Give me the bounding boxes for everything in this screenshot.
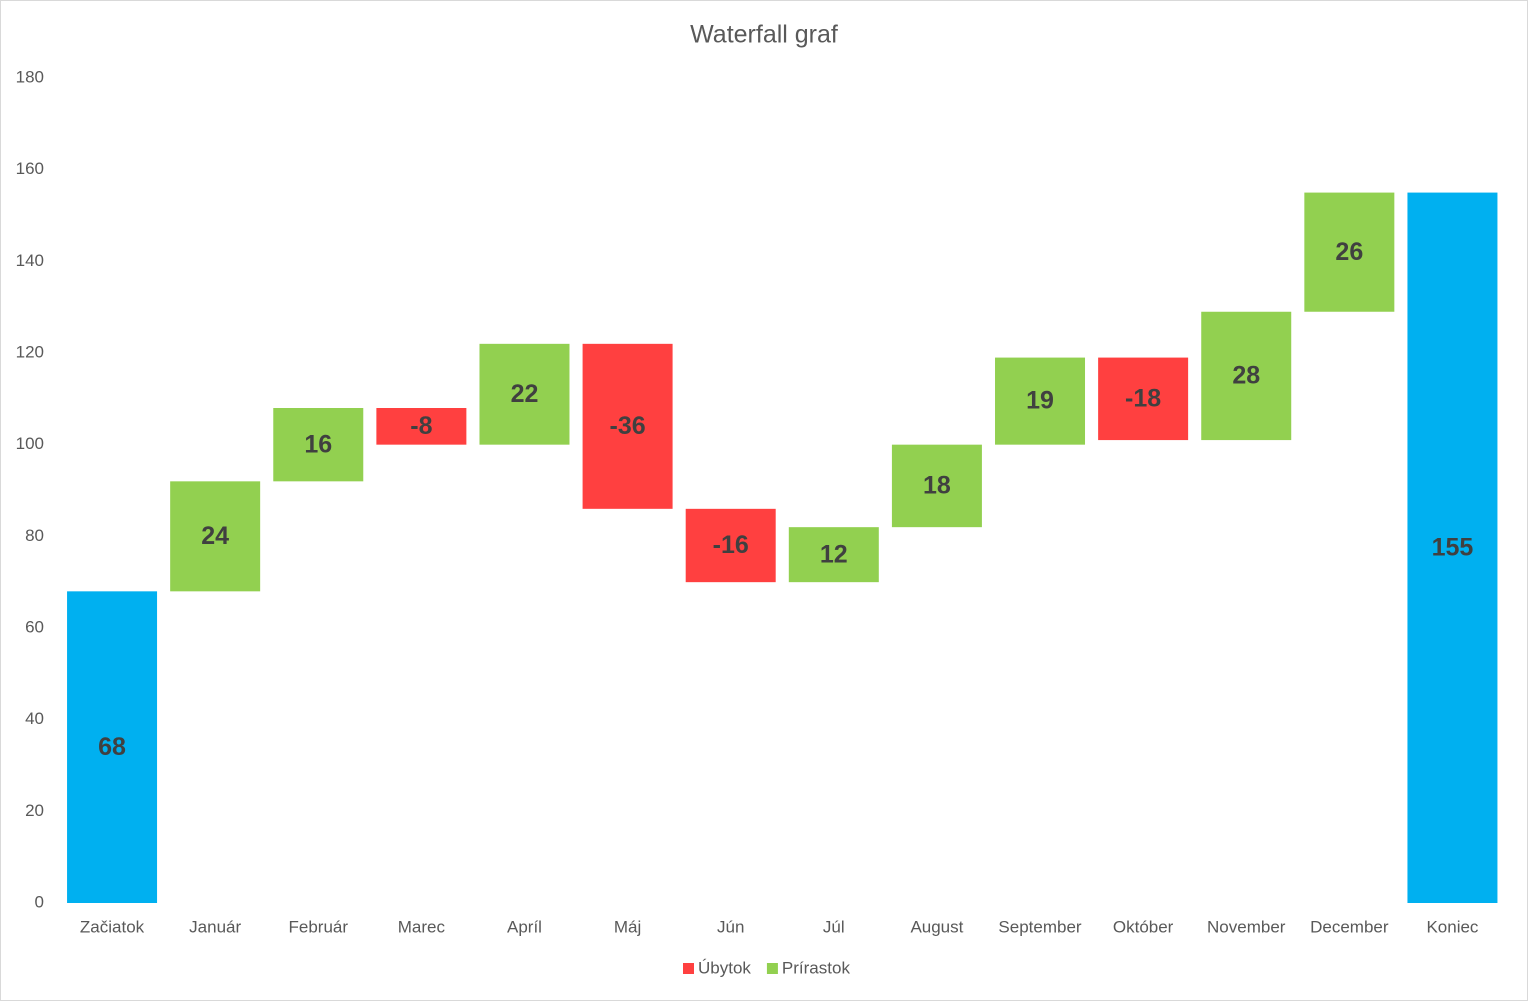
bar (995, 357, 1086, 445)
data-label: 22 (511, 380, 539, 408)
bar (479, 343, 570, 445)
bar (67, 591, 158, 903)
bar (685, 508, 776, 583)
data-label: 24 (201, 522, 229, 550)
x-tick-label: September (998, 917, 1081, 936)
data-label: 26 (1335, 238, 1363, 266)
data-label: 28 (1232, 362, 1260, 390)
y-tick-label: 120 (16, 342, 44, 361)
data-label: -36 (610, 412, 646, 440)
bar (1201, 311, 1292, 441)
legend-swatch (766, 963, 778, 974)
y-tick-label: 20 (25, 801, 44, 820)
bar (891, 444, 982, 528)
x-tick-label: Júl (823, 917, 845, 936)
data-label: -16 (713, 531, 749, 559)
data-label: 12 (820, 540, 848, 568)
chart-title: Waterfall graf (690, 21, 838, 49)
bar (1407, 192, 1498, 904)
data-label: -8 (410, 412, 432, 440)
x-tick-label: Február (289, 917, 349, 936)
data-label: 68 (98, 733, 126, 761)
x-tick-label: November (1207, 917, 1286, 936)
x-tick-label: Október (1113, 917, 1174, 936)
x-tick-label: December (1310, 917, 1389, 936)
data-label: -18 (1125, 384, 1161, 412)
y-tick-label: 100 (16, 434, 44, 453)
legend-label: Úbytok (698, 958, 751, 977)
x-tick-label: Máj (614, 917, 641, 936)
bar (273, 408, 364, 482)
y-tick-label: 140 (16, 251, 44, 270)
bar (170, 481, 261, 592)
legend-swatch (683, 963, 694, 974)
x-tick-label: Začiatok (80, 917, 145, 936)
y-tick-label: 80 (25, 526, 44, 545)
data-label: 19 (1026, 387, 1054, 415)
bar (788, 527, 879, 583)
data-label: 16 (304, 430, 332, 458)
x-tick-label: August (910, 917, 963, 936)
y-tick-label: 180 (16, 67, 44, 86)
bar (1304, 192, 1395, 312)
x-tick-label: Koniec (1426, 917, 1478, 936)
bar (582, 343, 673, 509)
x-tick-label: Apríl (507, 917, 542, 936)
y-tick-label: 60 (25, 617, 44, 636)
x-tick-label: Január (189, 917, 241, 936)
legend-label: Prírastok (782, 958, 851, 977)
bar (376, 408, 467, 445)
data-label: 155 (1432, 533, 1474, 561)
x-tick-label: Jún (717, 917, 744, 936)
x-tick-label: Marec (398, 917, 446, 936)
data-label: 18 (923, 472, 951, 500)
y-tick-label: 0 (35, 892, 44, 911)
bar (1098, 357, 1189, 441)
y-tick-label: 40 (25, 709, 44, 728)
y-tick-label: 160 (16, 159, 44, 178)
